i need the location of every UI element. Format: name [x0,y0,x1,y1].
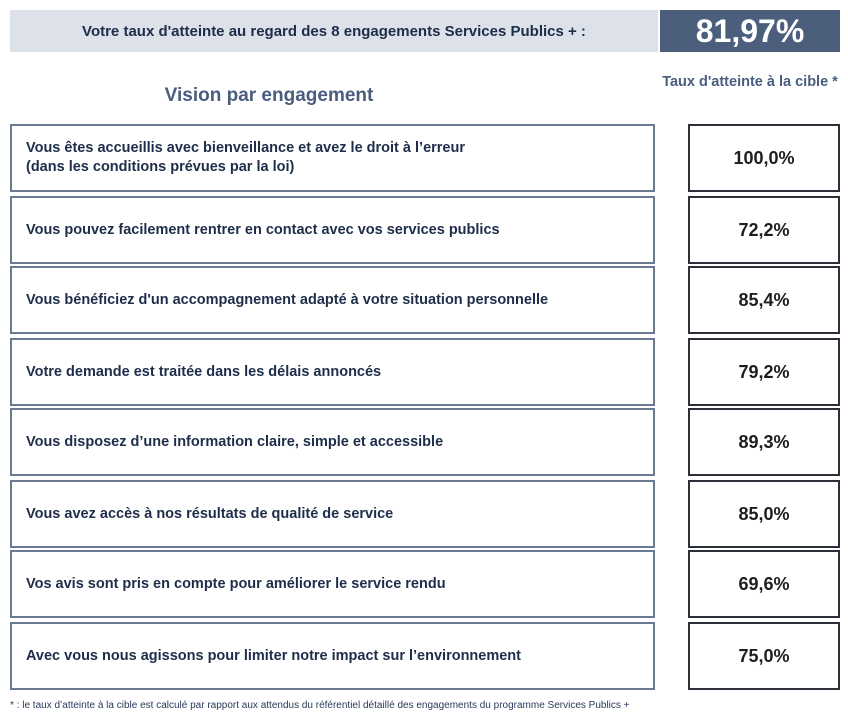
table-row: Vous bénéficiez d'un accompagnement adap… [10,266,840,334]
engagement-label: Votre demande est traitée dans les délai… [10,338,655,406]
engagement-rate: 100,0% [688,124,840,192]
summary-label: Votre taux d'atteinte au regard des 8 en… [10,10,658,52]
column-header: Taux d'atteinte à la cible * [662,74,838,90]
table-row: Vous avez accès à nos résultats de quali… [10,480,840,548]
engagement-rate: 75,0% [688,622,840,690]
engagement-label: Vous bénéficiez d'un accompagnement adap… [10,266,655,334]
engagement-label: Vous pouvez facilement rentrer en contac… [10,196,655,264]
table-row: Votre demande est traitée dans les délai… [10,338,840,406]
engagement-rate: 85,0% [688,480,840,548]
engagement-rate: 79,2% [688,338,840,406]
section-title: Vision par engagement [164,85,374,106]
engagement-rate: 72,2% [688,196,840,264]
engagement-label: Vous avez accès à nos résultats de quali… [10,480,655,548]
engagement-rate: 69,6% [688,550,840,618]
summary-bar: Votre taux d'atteinte au regard des 8 en… [10,10,840,52]
engagement-label: Avec vous nous agissons pour limiter not… [10,622,655,690]
table-row: Vos avis sont pris en compte pour amélio… [10,550,840,618]
engagement-rate: 89,3% [688,408,840,476]
table-row: Avec vous nous agissons pour limiter not… [10,622,840,690]
table-row: Vous êtes accueillis avec bienveillance … [10,124,840,192]
engagement-label: Vos avis sont pris en compte pour amélio… [10,550,655,618]
table-row: Vous pouvez facilement rentrer en contac… [10,196,840,264]
footnote: * : le taux d’atteinte à la cible est ca… [10,700,630,711]
engagement-label: Vous êtes accueillis avec bienveillance … [10,124,655,192]
summary-value: 81,97% [660,10,840,52]
engagement-label: Vous disposez d’une information claire, … [10,408,655,476]
table-row: Vous disposez d’une information claire, … [10,408,840,476]
engagement-rate: 85,4% [688,266,840,334]
